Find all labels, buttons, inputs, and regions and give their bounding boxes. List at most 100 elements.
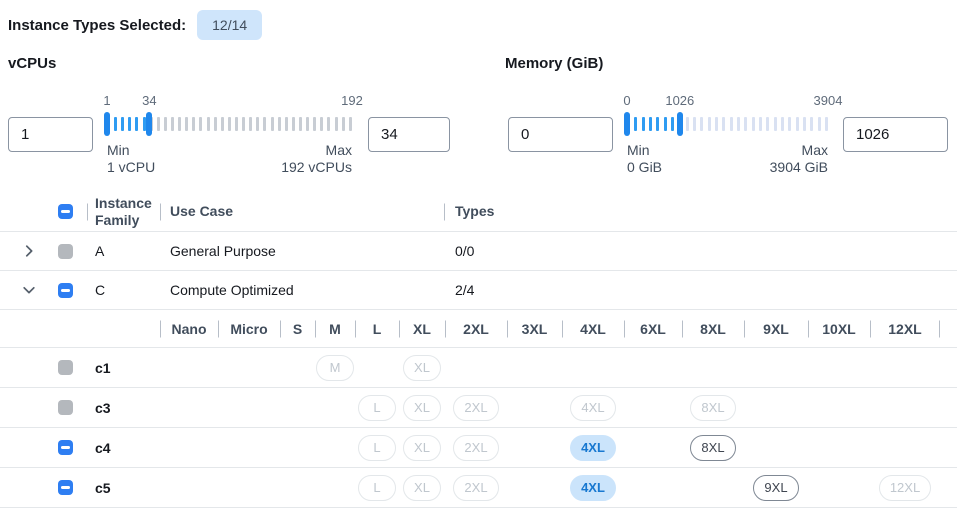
size-column-header-l: L	[355, 310, 399, 347]
slider-tick	[824, 117, 828, 131]
instance-name: c5	[95, 479, 111, 496]
expand-chevron-icon[interactable]	[0, 244, 45, 258]
size-column-header-6xl: 6XL	[624, 310, 682, 347]
size-pill-4xl[interactable]: 4XL	[570, 434, 616, 461]
slider-tick	[277, 117, 281, 131]
slider-tick	[648, 117, 652, 131]
memory-slider-scale: 0 1026 3904	[623, 93, 842, 109]
instance-checkbox-c3	[58, 400, 73, 415]
size-column-header-4xl: 4XL	[562, 310, 624, 347]
memory-range-slider[interactable]: 0 1026 3904 Min 0 GiB Max 3904 GiB	[623, 93, 842, 176]
size-pill-4xl: 4XL	[570, 394, 616, 421]
slider-tick	[663, 117, 667, 131]
instance-checkbox-c5[interactable]	[58, 480, 73, 495]
slider-handle-min[interactable]	[624, 112, 630, 136]
instance-name: c1	[95, 359, 111, 376]
family-name: A	[95, 243, 105, 259]
memory-max-input[interactable]	[843, 117, 948, 152]
slider-tick	[700, 117, 704, 131]
size-column-header-2xl: 2XL	[445, 310, 507, 347]
slider-tick	[163, 117, 167, 131]
slider-tick	[220, 117, 224, 131]
slider-tick	[817, 117, 821, 131]
size-pill-4xl[interactable]: 4XL	[570, 474, 616, 501]
instance-row-c1: c1 M XL	[0, 348, 957, 388]
size-pill-l: L	[358, 394, 396, 421]
slider-tick	[227, 117, 231, 131]
slider-handle-min[interactable]	[104, 112, 110, 136]
slider-handle-max[interactable]	[676, 112, 683, 136]
slider-tick	[758, 117, 762, 131]
vcpus-min-input[interactable]	[8, 117, 93, 152]
slider-tick	[156, 117, 160, 131]
size-pill-8xl: 8XL	[690, 394, 736, 421]
slider-tick	[306, 117, 310, 131]
size-column-header-xl: XL	[399, 310, 445, 347]
slider-tick	[795, 117, 799, 131]
slider-tick	[135, 117, 139, 131]
slider-tick	[722, 117, 726, 131]
size-pill-l: L	[358, 474, 396, 501]
size-pill-xl: XL	[403, 354, 441, 381]
vcpus-slider-track[interactable]	[104, 112, 352, 136]
vcpus-min-caption: 1 vCPU	[107, 159, 156, 175]
slider-tick	[670, 117, 674, 131]
slider-mark: 1026	[665, 93, 695, 108]
column-header-instance-family: Instance Family	[87, 195, 160, 227]
slider-tick	[334, 117, 338, 131]
instance-family-table: Instance Family Use Case Types A General …	[0, 192, 957, 508]
slider-mark: 192	[341, 93, 363, 108]
table-body: A General Purpose 0/0 C Compute Optimized 2/4…	[0, 232, 957, 508]
slider-tick	[313, 117, 317, 131]
slider-tick	[780, 117, 784, 131]
slider-tick	[788, 117, 792, 131]
slider-mark: 0	[623, 93, 631, 108]
size-column-header-10xl: 10XL	[808, 310, 870, 347]
slider-handle-max[interactable]	[146, 112, 153, 136]
size-column-header-s: S	[280, 310, 315, 347]
instance-checkbox-c4[interactable]	[58, 440, 73, 455]
use-case: Compute Optimized	[170, 282, 294, 298]
size-pill-xl: XL	[403, 434, 441, 461]
selected-count-badge: 12/14	[197, 10, 263, 40]
slider-tick	[242, 117, 246, 131]
slider-mark: 1	[103, 93, 111, 108]
slider-tick	[714, 117, 718, 131]
slider-tick	[656, 117, 660, 131]
select-all-checkbox[interactable]	[58, 204, 73, 219]
slider-tick	[234, 117, 238, 131]
vcpus-range-slider[interactable]: 1 34 192 Min 1 vCPU Max 192 vCPUs	[103, 93, 362, 176]
vcpus-slider-scale: 1 34 192	[103, 93, 362, 109]
family-name: C	[95, 282, 106, 298]
size-column-header-9xl: 9XL	[744, 310, 808, 347]
column-header-use-case: Use Case	[160, 203, 444, 219]
memory-min-input[interactable]	[508, 117, 613, 152]
size-pill-8xl[interactable]: 8XL	[690, 434, 736, 461]
size-pill-9xl[interactable]: 9XL	[753, 474, 799, 501]
column-header-types: Types	[444, 203, 957, 219]
size-pill-m: M	[316, 354, 354, 381]
slider-tick	[773, 117, 777, 131]
size-pill-xl: XL	[403, 474, 441, 501]
size-columns-header: Nano Micro S M L XL 2XL 3XL 4XL 6XL 8XL 9XL 10XL 12XL	[0, 310, 957, 348]
slider-tick	[121, 117, 125, 131]
size-column-header-m: M	[315, 310, 355, 347]
slider-tick	[692, 117, 696, 131]
slider-tick	[206, 117, 210, 131]
slider-tick	[192, 117, 196, 131]
slider-tick	[327, 117, 331, 131]
size-column-header-micro: Micro	[218, 310, 280, 347]
slider-tick	[170, 117, 174, 131]
family-checkbox-c[interactable]	[58, 282, 73, 298]
size-pill-2xl: 2XL	[453, 394, 499, 421]
slider-tick	[641, 117, 645, 131]
slider-tick	[751, 117, 755, 131]
vcpus-max-caption: 192 vCPUs	[281, 159, 352, 175]
size-pill-xl: XL	[403, 394, 441, 421]
slider-tick	[348, 117, 352, 131]
memory-slider-track[interactable]	[624, 112, 828, 136]
vcpus-max-input[interactable]	[368, 117, 450, 152]
memory-min-caption: 0 GiB	[627, 159, 663, 175]
collapse-chevron-icon[interactable]	[0, 283, 45, 297]
